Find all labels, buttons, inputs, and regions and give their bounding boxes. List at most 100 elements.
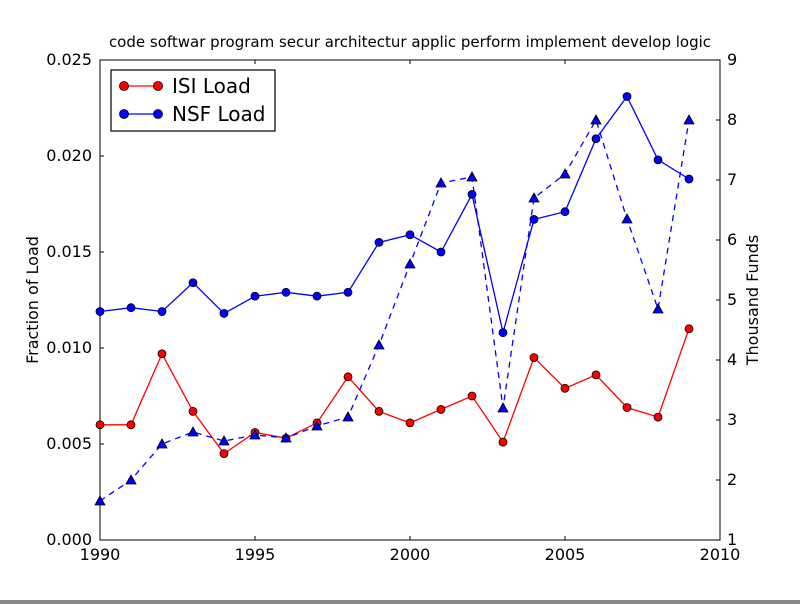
series-isi-load-marker (591, 370, 601, 380)
chart-title: code softwar program secur architectur a… (109, 33, 711, 51)
series-isi-load-marker (467, 391, 477, 401)
series-funds-dashed-marker (311, 420, 323, 431)
series-isi-load-marker (219, 449, 229, 459)
series-funds-dashed-marker (497, 402, 509, 413)
legend-marker (119, 109, 129, 119)
series-funds-dashed-marker (559, 168, 571, 179)
x-tick-label: 1990 (80, 545, 121, 564)
series-isi-load-marker (498, 437, 508, 447)
x-tick-label: 1995 (235, 545, 276, 564)
legend-marker (153, 81, 163, 91)
series-isi-load-marker (560, 383, 570, 393)
series-funds-dashed-marker (590, 114, 602, 125)
series-nsf-load-marker (560, 207, 570, 217)
series-nsf-load-marker (126, 303, 136, 313)
x-tick-label: 2005 (545, 545, 586, 564)
series-isi-load-marker (622, 403, 632, 412)
series-nsf-load-marker (343, 287, 353, 297)
series-nsf-load-marker (498, 328, 508, 338)
series-nsf-load (95, 92, 694, 338)
series-funds-dashed-marker (373, 339, 385, 350)
series-isi-load-marker (188, 406, 198, 416)
axes-frame (99, 59, 721, 541)
series-isi-load-marker (126, 420, 136, 430)
y-tick-label-left: 0.005 (46, 434, 92, 453)
legend-entry: ISI Load (119, 74, 251, 98)
x-tick-label: 2000 (390, 545, 431, 564)
series-nsf-load-marker (622, 92, 632, 101)
series-isi-load (95, 324, 694, 459)
y-tick-label-right: 6 (727, 230, 737, 249)
series-isi-load-marker (374, 406, 384, 416)
series-nsf-load-marker (653, 155, 663, 165)
series-funds-dashed-marker (404, 258, 416, 269)
plot-area: 1990 1995 2000 2005 2010 0.000 0.005 0.010 0.015… (46, 50, 740, 564)
series-nsf-load-marker (591, 134, 601, 144)
series-funds-dashed-line (99, 118, 690, 502)
legend-box (110, 69, 276, 132)
series-isi-load-line (100, 328, 690, 455)
series-isi-load-marker (157, 349, 167, 359)
series-funds-dashed (94, 114, 695, 506)
series-funds-dashed-marker (156, 438, 168, 449)
y-tick-label-right: 5 (727, 290, 737, 309)
series-nsf-load-marker (374, 237, 384, 247)
series-nsf-load-marker (312, 291, 322, 301)
x-tick-label: 2010 (700, 545, 741, 564)
legend-marker (153, 109, 163, 119)
y-tick-label-right: 9 (727, 50, 737, 69)
series-isi-load-marker (653, 412, 663, 422)
series-nsf-load-marker (436, 247, 446, 257)
series-isi-load-marker (529, 353, 539, 363)
series-nsf-load-marker (157, 307, 167, 316)
y-tick-label-right: 7 (727, 170, 737, 189)
y-tick-label-right: 8 (727, 110, 737, 129)
series-funds-dashed-marker (280, 432, 292, 443)
series-nsf-load-marker (219, 309, 229, 318)
series-funds-dashed-marker (683, 114, 695, 125)
series-funds-dashed-marker (94, 495, 106, 506)
series-funds-dashed-marker (342, 411, 354, 422)
series-funds-dashed-marker (125, 474, 137, 485)
series-isi-load-marker (405, 418, 415, 428)
series-nsf-load-marker (467, 189, 477, 199)
y-axis-label-left: Fraction of Load (23, 236, 42, 364)
series-funds-dashed-marker (528, 192, 540, 203)
series-funds-dashed-marker (249, 429, 261, 440)
y-tick-label-right: 2 (727, 470, 737, 489)
legend-marker (119, 81, 129, 91)
series-funds-dashed-marker (187, 426, 199, 437)
series-nsf-load-marker (250, 291, 260, 301)
series-funds-dashed-marker (652, 303, 664, 314)
series-nsf-load-marker (95, 307, 105, 316)
legend-entry: NSF Load (119, 102, 266, 126)
series-funds-dashed-marker (466, 171, 478, 182)
series-funds-dashed-marker (218, 435, 230, 446)
series-nsf-load-marker (529, 214, 539, 224)
series-funds-dashed-marker (621, 213, 633, 224)
legend-label: ISI Load (172, 74, 251, 98)
y-axis-label-right: Thousand Funds (743, 235, 762, 366)
series-nsf-load-marker (188, 278, 198, 288)
series-nsf-load-marker (405, 230, 415, 240)
y-tick-label-left: 0.000 (46, 530, 92, 549)
series-funds-dashed-marker (435, 177, 447, 188)
series-nsf-load-line (99, 95, 690, 333)
series-nsf-load-marker (281, 287, 291, 297)
y-tick-label-right: 1 (727, 530, 737, 549)
y-tick-label-left: 0.015 (46, 242, 92, 261)
series-nsf-load-marker (684, 174, 694, 184)
y-tick-label-left: 0.010 (46, 338, 92, 357)
series-isi-load-marker (436, 405, 446, 414)
series-isi-load-marker (343, 372, 353, 382)
y-tick-label-left: 0.020 (46, 146, 92, 165)
y-tick-label-right: 4 (727, 350, 737, 369)
legend-label: NSF Load (172, 102, 266, 126)
y-tick-label-right: 3 (727, 410, 737, 429)
series-isi-load-marker (95, 420, 105, 430)
legend: ISI Load NSF Load (110, 69, 276, 132)
series-isi-load-marker (684, 324, 694, 334)
y-tick-label-left: 0.025 (46, 50, 92, 69)
